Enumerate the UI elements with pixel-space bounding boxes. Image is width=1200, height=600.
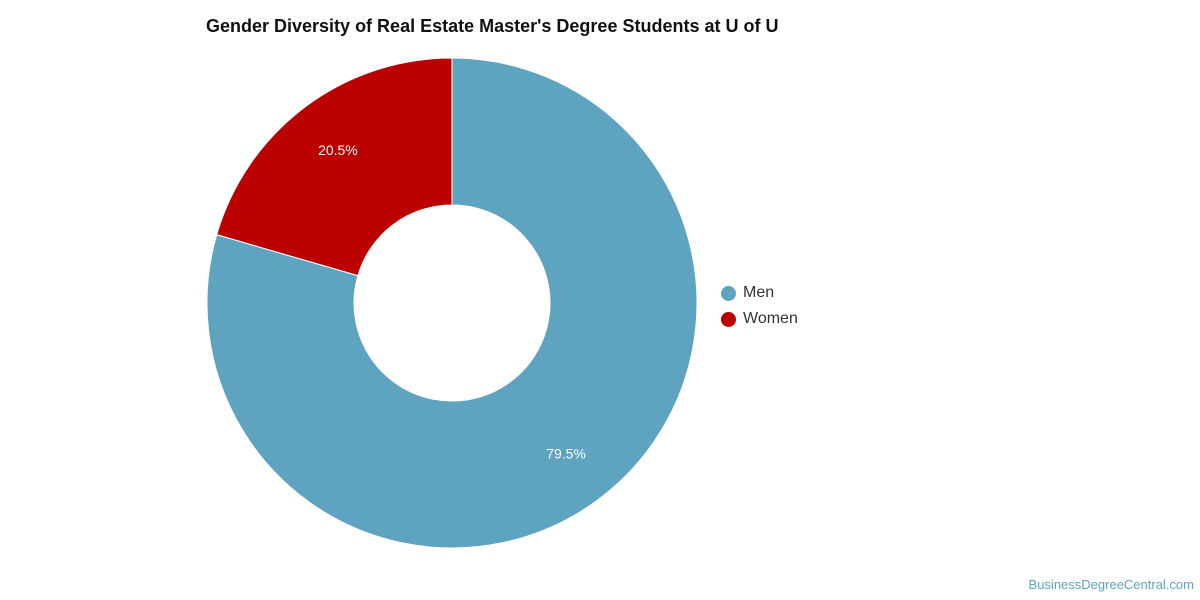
legend-item-men[interactable]: Men: [721, 280, 798, 306]
legend-label-women: Women: [743, 310, 798, 327]
donut-slice-men[interactable]: [206, 57, 698, 549]
legend-swatch-women: [721, 311, 736, 327]
donut-slice-women[interactable]: [216, 57, 453, 277]
legend-label-men: Men: [743, 284, 775, 301]
legend-swatch-men: [721, 285, 736, 301]
legend-item-women[interactable]: Women: [721, 306, 798, 332]
watermark: BusinessDegreeCentral.com: [1028, 577, 1194, 592]
slice-value-label-men: 79.5%: [546, 446, 586, 462]
legend: Men Women: [721, 280, 798, 332]
chart-title: Gender Diversity of Real Estate Master's…: [206, 16, 779, 36]
slice-value-label-women: 20.5%: [318, 142, 358, 158]
